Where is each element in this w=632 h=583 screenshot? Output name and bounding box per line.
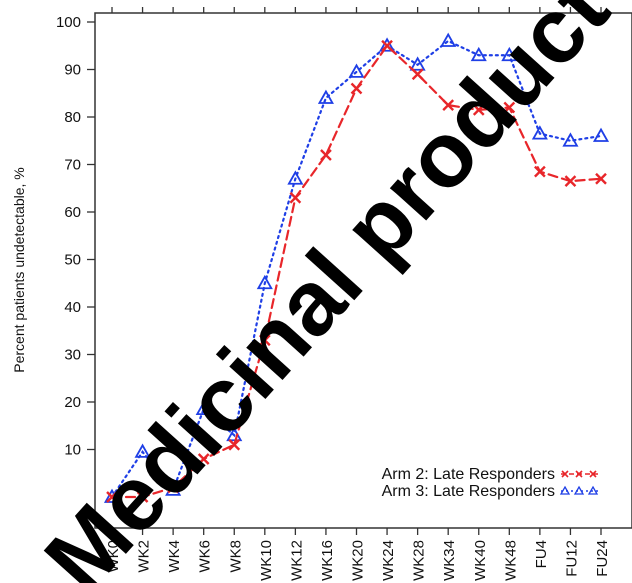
x-tick-label: WK34 <box>441 540 458 581</box>
x-marker <box>289 191 302 204</box>
x-tick-label: FU24 <box>594 540 611 577</box>
series-1 <box>106 39 607 503</box>
x-marker <box>564 175 577 187</box>
y-tick-label: 50 <box>64 252 81 269</box>
x-tick-label: WK2 <box>136 540 153 573</box>
triangle-marker <box>195 400 212 416</box>
x-marker <box>258 334 271 347</box>
x-marker <box>350 82 363 95</box>
y-tick-label: 20 <box>64 394 81 411</box>
y-tick-label: 40 <box>64 299 81 316</box>
y-tick-label: 70 <box>64 157 81 174</box>
y-tick-label: 80 <box>64 109 81 126</box>
x-tick-label: WK8 <box>227 540 244 573</box>
triangle-marker <box>256 274 273 290</box>
triangle-marker <box>409 56 426 71</box>
x-tick-label: WK28 <box>411 540 428 581</box>
plot-area-frame <box>94 12 632 529</box>
y-axis-ticks: 10 20 30 40 50 60 70 80 90 100 <box>56 14 95 459</box>
x-marker <box>197 453 210 465</box>
legend-triangle-marker <box>559 485 571 495</box>
legend-x-marker <box>575 470 583 478</box>
y-tick-label: 10 <box>64 442 81 459</box>
x-marker <box>503 101 516 114</box>
triangle-marker <box>379 37 396 52</box>
x-tick-label: WK6 <box>197 540 214 573</box>
triangle-marker <box>134 443 151 458</box>
triangle-marker <box>592 127 610 142</box>
series-layer <box>103 32 610 503</box>
triangle-marker <box>501 46 518 62</box>
y-axis-label: Percent patients undetectable, % <box>11 167 27 372</box>
x-marker <box>472 104 485 116</box>
x-marker <box>106 491 118 503</box>
legend-x-marker <box>589 470 597 478</box>
triangle-marker <box>440 32 457 47</box>
x-tick-label: FU12 <box>563 540 580 577</box>
x-marker <box>534 165 546 178</box>
x-marker <box>381 39 393 52</box>
x-tick-label: WK12 <box>288 540 305 581</box>
triangle-marker <box>287 170 304 185</box>
x-marker <box>442 99 455 111</box>
series-line <box>110 39 603 499</box>
x-axis-ticks: WK0 WK2 WK4 WK6 WK8 WK10 WK12 WK16 WK20 WK24 WK28 W… <box>105 7 611 581</box>
x-marker <box>228 438 241 451</box>
x-marker <box>136 491 149 503</box>
legend-triangle-marker <box>587 485 599 495</box>
legend-triangle-marker <box>573 485 585 495</box>
x-tick-label: WK16 <box>319 540 336 581</box>
x-tick-label: WK10 <box>258 540 275 581</box>
triangle-marker <box>470 46 487 62</box>
x-tick-label: WK40 <box>472 540 489 581</box>
x-marker <box>595 172 607 185</box>
triangle-marker <box>348 63 365 78</box>
x-tick-label: WK24 <box>380 540 397 581</box>
y-tick-label: 30 <box>64 347 81 364</box>
legend-label: Arm 3: Late Responders <box>382 483 555 500</box>
y-tick-label: 100 <box>56 14 81 31</box>
x-tick-label: WK0 <box>105 540 122 573</box>
x-tick-label: WK20 <box>350 540 367 581</box>
triangle-marker <box>531 125 548 140</box>
x-tick-label: WK4 <box>166 540 183 573</box>
legend-label: Arm 2: Late Responders <box>382 466 555 483</box>
x-marker <box>411 68 424 81</box>
x-marker <box>320 149 332 161</box>
x-marker <box>167 481 179 494</box>
y-tick-label: 60 <box>64 204 81 221</box>
y-tick-label: 90 <box>64 62 81 79</box>
x-tick-label: FU4 <box>533 540 550 568</box>
x-tick-label: WK48 <box>502 540 519 581</box>
legend-x-marker <box>561 470 569 478</box>
triangle-marker <box>317 89 334 104</box>
triangle-marker <box>562 132 579 147</box>
